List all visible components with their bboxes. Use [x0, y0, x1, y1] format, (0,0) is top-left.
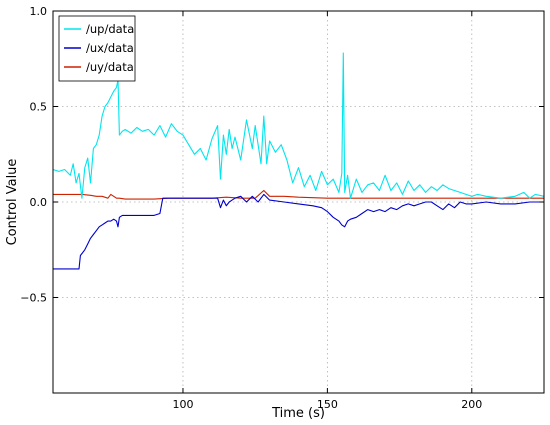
x-tick-label: 200 [461, 398, 482, 411]
series-line-1 [53, 193, 544, 270]
x-tick-label: 150 [317, 398, 338, 411]
y-tick-label: 1.0 [30, 5, 48, 18]
series-lines [52, 52, 545, 270]
legend-label: /up/data [86, 22, 134, 36]
y-tick-label: −0.5 [20, 292, 47, 305]
series-line-0 [52, 52, 545, 199]
y-tick-label: 0.0 [30, 196, 48, 209]
x-axis-label: Time (s) [271, 406, 325, 421]
x-tick-label: 100 [172, 398, 193, 411]
grid [53, 11, 544, 393]
legend: /up/data/ux/data/uy/data [58, 15, 136, 82]
y-tick-label: 0.5 [30, 101, 48, 114]
axis-ticks: 100 150 200 −0.5 0.0 0.5 1.0 [20, 5, 544, 411]
legend-label: /uy/data [86, 60, 134, 74]
y-axis-label: Control Value [5, 159, 20, 246]
series-line-2 [53, 189, 544, 200]
legend-label: /ux/data [86, 41, 134, 55]
